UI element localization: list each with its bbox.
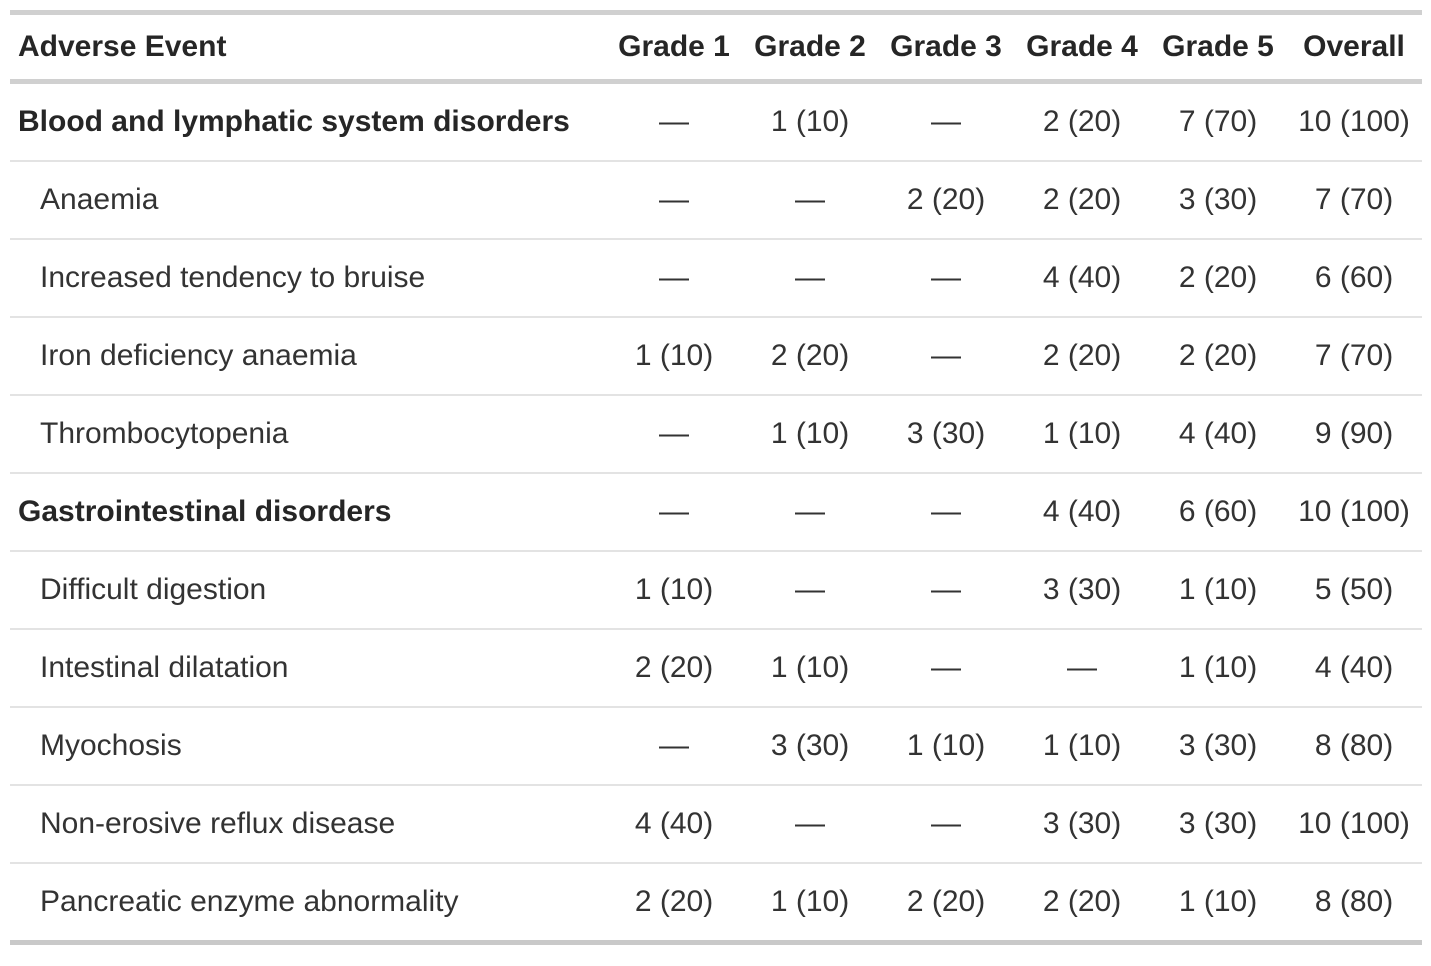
adverse-event-label: Pancreatic enzyme abnormality (10, 862, 606, 943)
grade-5-cell: 7 (70) (1178, 105, 1258, 138)
overall-cell: 5 (50) (1286, 550, 1422, 629)
grade-2-cell: 1 (10) (742, 394, 878, 473)
grade-2-cell: — (742, 160, 878, 239)
grade-1-cell: — (606, 160, 742, 239)
overall-cell: 7 (70) (1286, 316, 1422, 395)
overall-cell: 7 (70) (1286, 160, 1422, 239)
grade-4-cell: 1 (10) (1014, 394, 1150, 473)
grade-5-cell: 1 (10) (1150, 862, 1286, 943)
grade-1-cell: 1 (10) (606, 316, 742, 395)
grade-3-cell: — (878, 550, 1014, 629)
table-row: Increased tendency to bruise — — — 4 (40… (10, 238, 1422, 317)
overall-cell: 10 (100) (1298, 105, 1410, 138)
grade-5-cell: 3 (30) (1150, 706, 1286, 785)
adverse-event-label: Increased tendency to bruise (10, 238, 606, 317)
grade-3-cell: — (878, 784, 1014, 863)
grade-3-cell: 2 (20) (878, 160, 1014, 239)
adverse-event-label: Blood and lymphatic system disorders (18, 105, 570, 138)
adverse-event-label: Non-erosive reflux disease (10, 784, 606, 863)
column-header-grade-3: Grade 3 (878, 12, 1014, 84)
grade-1-cell: — (659, 105, 689, 138)
grade-4-cell: 4 (40) (1014, 238, 1150, 317)
table-row: Difficult digestion 1 (10) — — 3 (30) 1 … (10, 550, 1422, 629)
grade-2-cell: 1 (10) (770, 105, 850, 138)
adverse-event-label: Thrombocytopenia (10, 394, 606, 473)
grade-3-cell: — (931, 105, 961, 138)
overall-cell: 10 (100) (1286, 784, 1422, 863)
overall-cell: 4 (40) (1286, 628, 1422, 707)
adverse-event-label: Difficult digestion (10, 550, 606, 629)
grade-5-cell: 1 (10) (1150, 628, 1286, 707)
table-row: Non-erosive reflux disease 4 (40) — — 3 … (10, 784, 1422, 863)
table-row: Iron deficiency anaemia 1 (10) 2 (20) — … (10, 316, 1422, 395)
grade-1-cell: 2 (20) (606, 862, 742, 943)
column-header-grade-1: Grade 1 (606, 12, 742, 84)
grade-2-cell: — (742, 238, 878, 317)
grade-4-cell: — (1014, 628, 1150, 707)
grade-1-cell: — (606, 472, 742, 551)
adverse-event-label: Gastrointestinal disorders (10, 472, 606, 551)
overall-cell: 9 (90) (1286, 394, 1422, 473)
grade-4-cell: 2 (20) (1014, 160, 1150, 239)
grade-5-cell: 1 (10) (1150, 550, 1286, 629)
grade-1-cell: 4 (40) (606, 784, 742, 863)
grade-3-cell: — (878, 472, 1014, 551)
grade-3-cell: — (878, 238, 1014, 317)
grade-1-cell: 1 (10) (606, 550, 742, 629)
grade-4-cell: 2 (20) (1042, 105, 1122, 138)
adverse-events-table: Adverse Event Grade 1 Grade 2 Grade 3 Gr… (10, 10, 1422, 945)
table-row: Myochosis — 3 (30) 1 (10) 1 (10) 3 (30) … (10, 706, 1422, 785)
header-row: Adverse Event Grade 1 Grade 2 Grade 3 Gr… (10, 12, 1422, 84)
grade-1-cell: 2 (20) (606, 628, 742, 707)
grade-2-cell: — (742, 784, 878, 863)
adverse-event-label: Intestinal dilatation (10, 628, 606, 707)
grade-4-cell: 3 (30) (1014, 550, 1150, 629)
grade-4-cell: 1 (10) (1014, 706, 1150, 785)
adverse-event-label: Anaemia (10, 160, 606, 239)
grade-5-cell: 3 (30) (1150, 784, 1286, 863)
column-header-overall: Overall (1286, 12, 1422, 84)
column-header-grade-4: Grade 4 (1014, 12, 1150, 84)
grade-2-cell: 3 (30) (742, 706, 878, 785)
grade-4-cell: 3 (30) (1014, 784, 1150, 863)
grade-2-cell: — (742, 472, 878, 551)
grade-5-cell: 2 (20) (1150, 316, 1286, 395)
grade-5-cell: 4 (40) (1150, 394, 1286, 473)
grade-2-cell: 1 (10) (742, 862, 878, 943)
grade-4-cell: 2 (20) (1014, 316, 1150, 395)
grade-3-cell: 3 (30) (878, 394, 1014, 473)
column-header-adverse-event: Adverse Event (10, 12, 606, 84)
column-header-grade-5: Grade 5 (1150, 12, 1286, 84)
overall-cell: 8 (80) (1286, 862, 1422, 943)
grade-1-cell: — (606, 706, 742, 785)
grade-4-cell: 2 (20) (1014, 862, 1150, 943)
column-header-grade-2: Grade 2 (742, 12, 878, 84)
table-row: Intestinal dilatation 2 (20) 1 (10) — — … (10, 628, 1422, 707)
overall-cell: 6 (60) (1286, 238, 1422, 317)
grade-5-cell: 3 (30) (1150, 160, 1286, 239)
table-row-group: Gastrointestinal disorders — — — 4 (40) … (10, 472, 1422, 551)
overall-cell: 10 (100) (1286, 472, 1422, 551)
grade-1-cell: — (606, 238, 742, 317)
grade-3-cell: 1 (10) (878, 706, 1014, 785)
grade-3-cell: — (878, 316, 1014, 395)
table-row: Pancreatic enzyme abnormality 2 (20) 1 (… (10, 862, 1422, 943)
grade-3-cell: — (878, 628, 1014, 707)
grade-2-cell: 1 (10) (742, 628, 878, 707)
grade-3-cell: 2 (20) (878, 862, 1014, 943)
grade-1-cell: — (606, 394, 742, 473)
table-row: Anaemia — — 2 (20) 2 (20) 3 (30) 7 (70) (10, 160, 1422, 239)
table-row-group: Blood and lymphatic system disorders — 1… (10, 82, 1422, 162)
adverse-event-label: Iron deficiency anaemia (10, 316, 606, 395)
grade-5-cell: 6 (60) (1150, 472, 1286, 551)
table-row: Thrombocytopenia — 1 (10) 3 (30) 1 (10) … (10, 394, 1422, 473)
grade-4-cell: 4 (40) (1014, 472, 1150, 551)
grade-2-cell: 2 (20) (742, 316, 878, 395)
overall-cell: 8 (80) (1286, 706, 1422, 785)
grade-5-cell: 2 (20) (1150, 238, 1286, 317)
adverse-event-label: Myochosis (10, 706, 606, 785)
grade-2-cell: — (742, 550, 878, 629)
